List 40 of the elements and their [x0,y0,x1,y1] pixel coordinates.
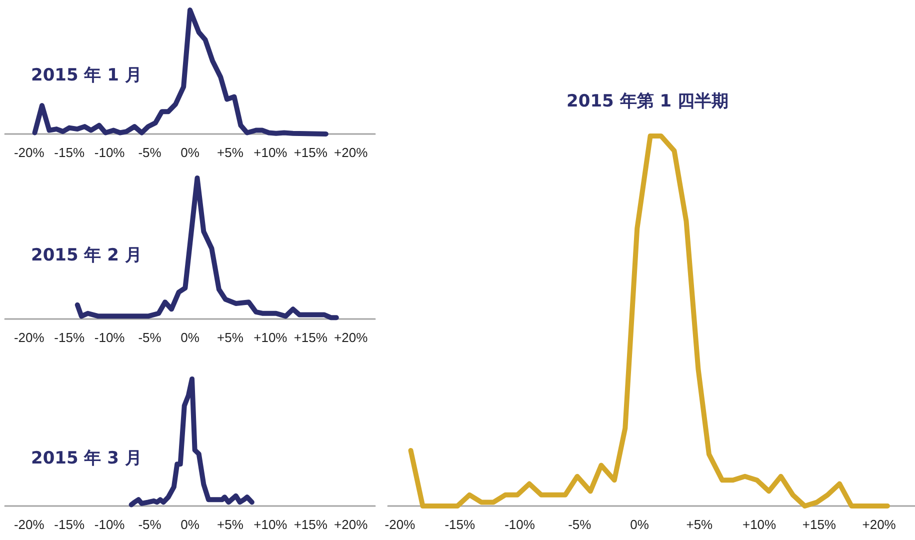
x-tick-label: +20% [334,517,368,532]
x-tick-label: +15% [802,517,836,532]
x-tick-label: +10% [742,517,777,532]
x-tick-label: 0% [180,330,200,345]
x-tick-label: -20% [384,517,416,532]
x-tick-label: 0% [180,517,200,532]
x-tick-label: +15% [294,145,328,160]
x-tick-label: -5% [138,145,162,160]
x-tick-label: -20% [14,517,45,532]
x-tick-label: +10% [254,330,288,345]
x-tick-label: -15% [444,517,476,532]
x-tick-label: +10% [254,145,288,160]
x-tick-label: 0% [630,517,650,532]
x-tick-label: -5% [568,517,592,532]
x-tick-label: -10% [94,145,126,160]
x-tick-label: -20% [14,330,45,345]
x-tick-label: +5% [217,517,244,532]
x-tick-label: -10% [504,517,536,532]
x-tick-label: -5% [138,517,162,532]
x-tick-label: 0% [180,145,200,160]
text: 2015 年 2 月 [31,246,142,266]
text: 2015 年 3 月 [31,448,142,468]
x-tick-label: +20% [334,330,368,345]
x-tick-label: +15% [294,330,328,345]
x-tick-label: +5% [217,330,244,345]
x-tick-label: -15% [54,517,85,532]
x-tick-label: -10% [94,517,126,532]
x-tick-label: -15% [54,330,85,345]
x-tick-label: -10% [94,330,126,345]
x-tick-label: +20% [334,145,368,160]
text: 2015 年 1 月 [31,66,142,86]
x-tick-label: -15% [54,145,85,160]
x-tick-label: +5% [686,517,714,532]
x-tick-label: -5% [138,330,162,345]
x-tick-label: +15% [294,517,328,532]
x-tick-label: -20% [14,145,45,160]
x-tick-label: +5% [217,145,244,160]
chart-title: 2015 年第 1 四半期 [566,92,728,112]
x-tick-label: +20% [862,517,896,532]
x-tick-label: +10% [254,517,288,532]
